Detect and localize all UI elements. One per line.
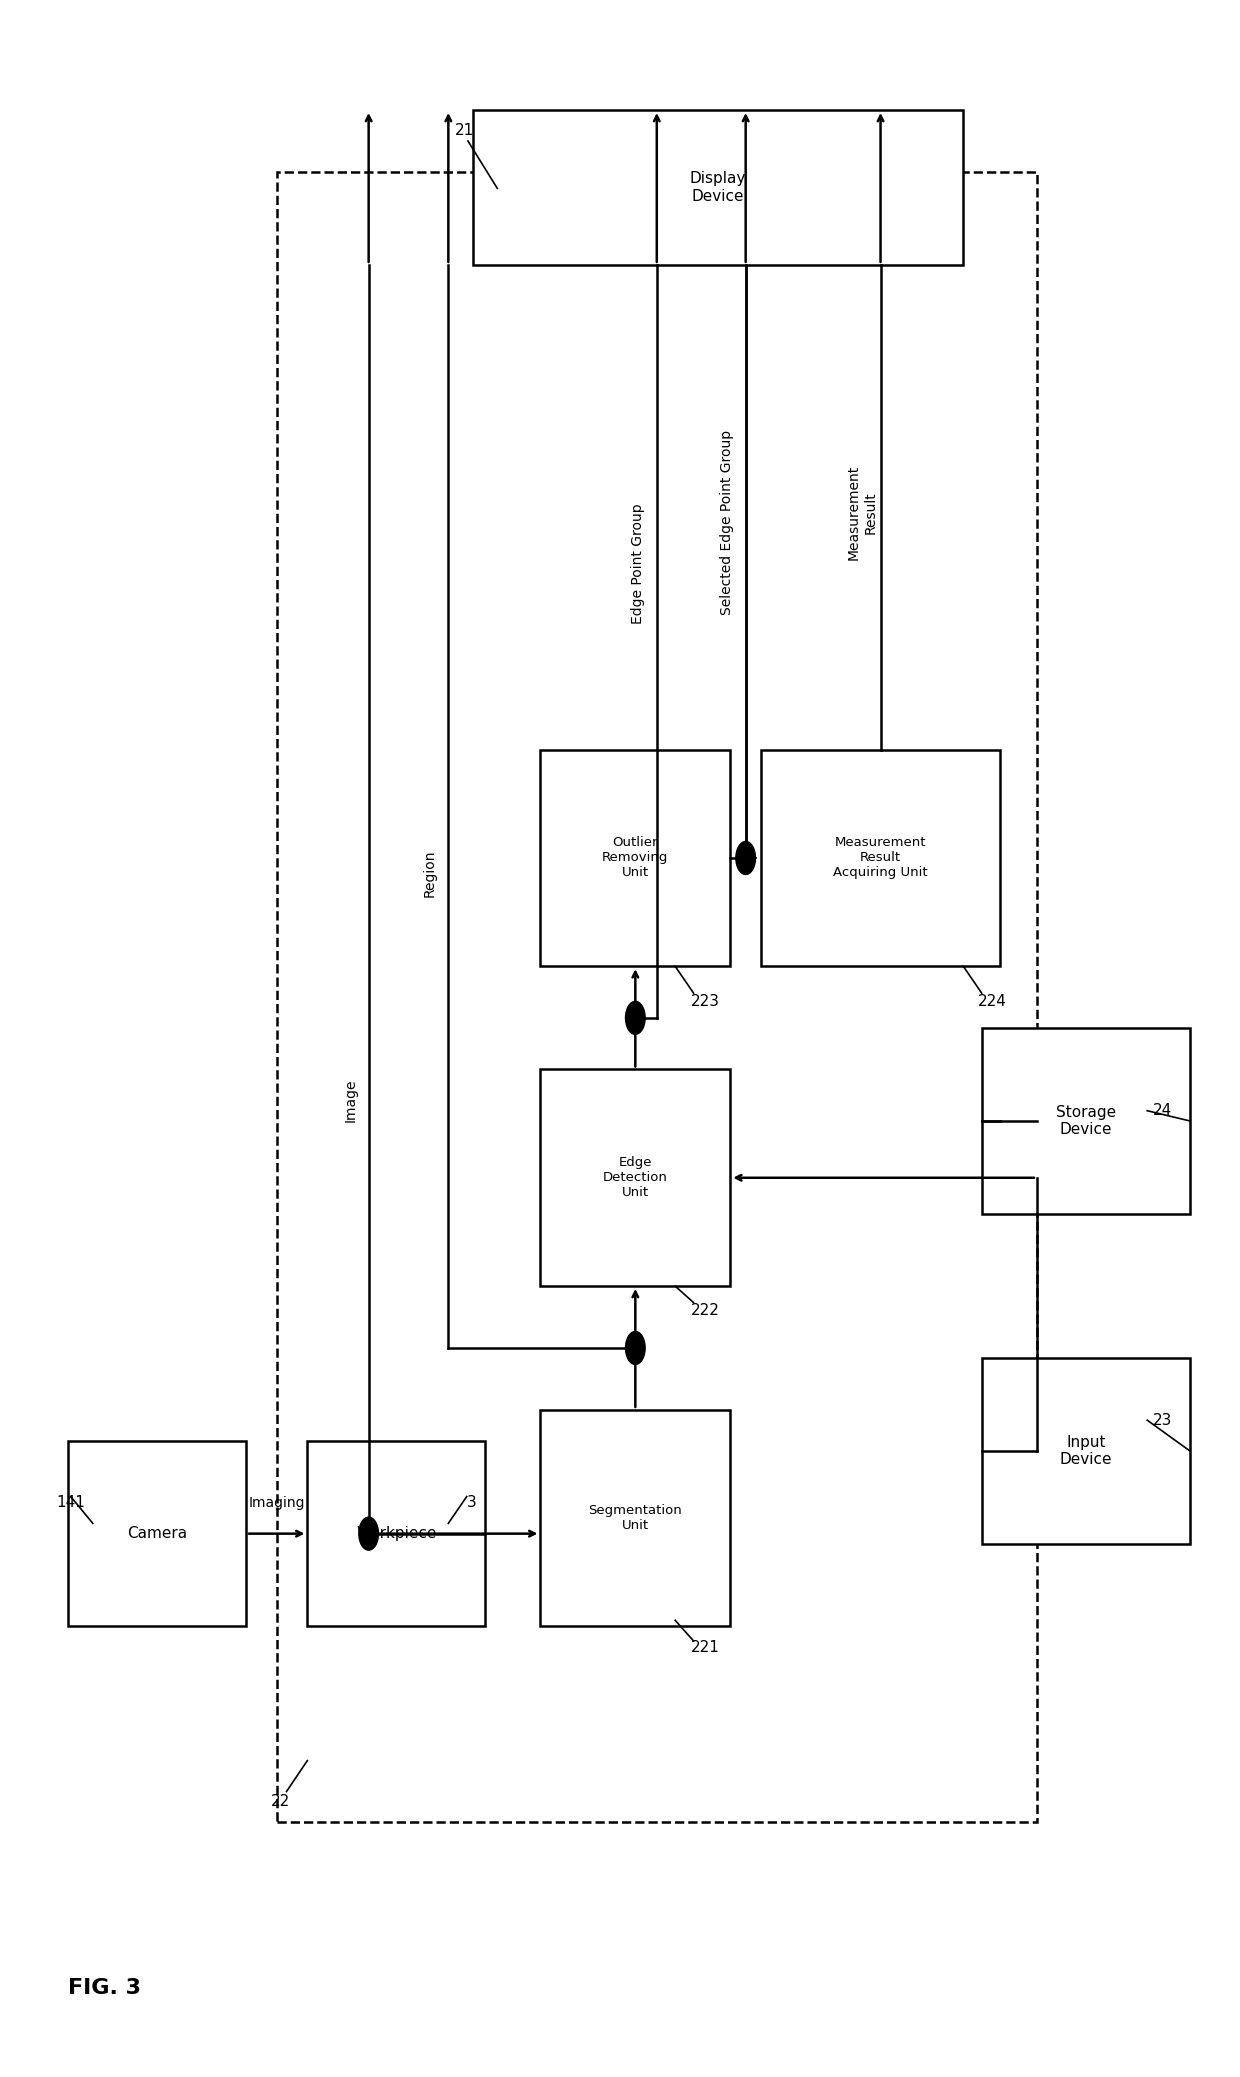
Text: Image: Image [343, 1078, 357, 1122]
Text: 141: 141 [56, 1495, 84, 1510]
Bar [472, 110, 963, 266]
Bar [68, 1441, 246, 1626]
Bar [277, 172, 1037, 1822]
Text: Measurement
Result: Measurement Result [847, 465, 877, 561]
Text: 21: 21 [455, 123, 474, 139]
Text: Region: Region [423, 849, 436, 897]
Bar [541, 750, 730, 966]
Text: Measurement
Result
Acquiring Unit: Measurement Result Acquiring Unit [833, 837, 928, 879]
Bar [541, 1410, 730, 1626]
Text: 221: 221 [691, 1639, 720, 1655]
Text: Selected Edge Point Group: Selected Edge Point Group [720, 430, 734, 615]
Bar [982, 1028, 1190, 1213]
Text: 22: 22 [270, 1795, 290, 1809]
Text: Storage
Device: Storage Device [1055, 1105, 1116, 1138]
Circle shape [625, 1001, 645, 1034]
Bar [982, 1358, 1190, 1543]
Text: 224: 224 [978, 995, 1007, 1009]
Text: Camera: Camera [126, 1527, 187, 1541]
Text: 23: 23 [1153, 1412, 1173, 1427]
Text: Display
Device: Display Device [689, 170, 746, 204]
Text: Segmentation
Unit: Segmentation Unit [589, 1504, 682, 1533]
Text: 24: 24 [1153, 1103, 1173, 1117]
Text: Edge
Detection
Unit: Edge Detection Unit [603, 1157, 668, 1198]
Circle shape [358, 1516, 378, 1549]
Text: 222: 222 [691, 1304, 720, 1319]
Text: Imaging: Imaging [248, 1495, 305, 1510]
Text: 223: 223 [691, 995, 720, 1009]
Text: Edge Point Group: Edge Point Group [631, 503, 645, 625]
Text: Workpiece: Workpiece [356, 1527, 436, 1541]
Text: Outlier
Removing
Unit: Outlier Removing Unit [603, 837, 668, 879]
Text: FIG. 3: FIG. 3 [68, 1977, 141, 1998]
Bar [761, 750, 1001, 966]
Circle shape [735, 841, 755, 874]
Circle shape [625, 1331, 645, 1365]
Text: Input
Device: Input Device [1060, 1435, 1112, 1466]
Text: 3: 3 [466, 1495, 476, 1510]
Bar [308, 1441, 485, 1626]
Bar [541, 1070, 730, 1286]
